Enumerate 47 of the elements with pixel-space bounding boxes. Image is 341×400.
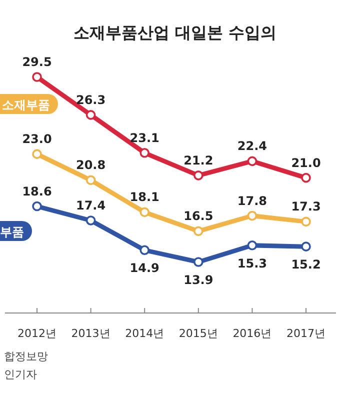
data-label: 23.1 [130, 130, 160, 145]
x-tick-label: 2012년 [18, 327, 56, 340]
series-label: 부품 [0, 225, 24, 239]
x-tick-label: 2013년 [71, 327, 110, 340]
point [301, 216, 311, 227]
data-label: 15.2 [291, 258, 321, 272]
data-label: 17.3 [291, 200, 321, 214]
point [86, 216, 96, 226]
point [301, 242, 311, 252]
data-label: 17.8 [237, 194, 268, 208]
point [194, 226, 204, 236]
point [140, 148, 150, 158]
point [32, 201, 42, 212]
point [247, 156, 258, 166]
data-label: 21.0 [291, 156, 321, 170]
data-label: 17.4 [76, 198, 106, 212]
data-label: 22.4 [237, 139, 268, 154]
data-label: 21.2 [184, 153, 214, 168]
point [194, 170, 204, 180]
x-tick-label: 2014년 [125, 327, 164, 340]
point [247, 240, 258, 250]
data-label: 18.6 [22, 184, 52, 198]
data-label: 29.5 [22, 55, 52, 69]
data-label: 16.5 [184, 209, 214, 224]
point [86, 175, 96, 186]
data-label: 14.9 [130, 261, 160, 276]
chart-title: 소재부품산업 대일본 수입의 [73, 23, 277, 42]
point [140, 245, 150, 256]
text: 인기자 [4, 368, 37, 381]
text: 합정보망 [4, 350, 48, 363]
point [32, 72, 42, 82]
point [86, 110, 96, 120]
text: 소재부품 [2, 98, 50, 112]
data-label: 26.3 [76, 92, 106, 107]
data-label: 13.9 [184, 273, 214, 287]
point [140, 207, 150, 218]
point [247, 210, 258, 221]
x-tick-label: 2015년 [178, 327, 218, 340]
point [194, 257, 204, 267]
data-label: 23.0 [22, 132, 52, 146]
x-tick-label: 2017년 [286, 327, 326, 340]
data-label: 15.3 [237, 256, 268, 270]
data-label: 20.8 [76, 158, 106, 172]
point [32, 149, 42, 159]
data-label: 18.1 [130, 190, 160, 204]
point [301, 172, 311, 183]
x-tick-label: 2016년 [232, 327, 272, 340]
